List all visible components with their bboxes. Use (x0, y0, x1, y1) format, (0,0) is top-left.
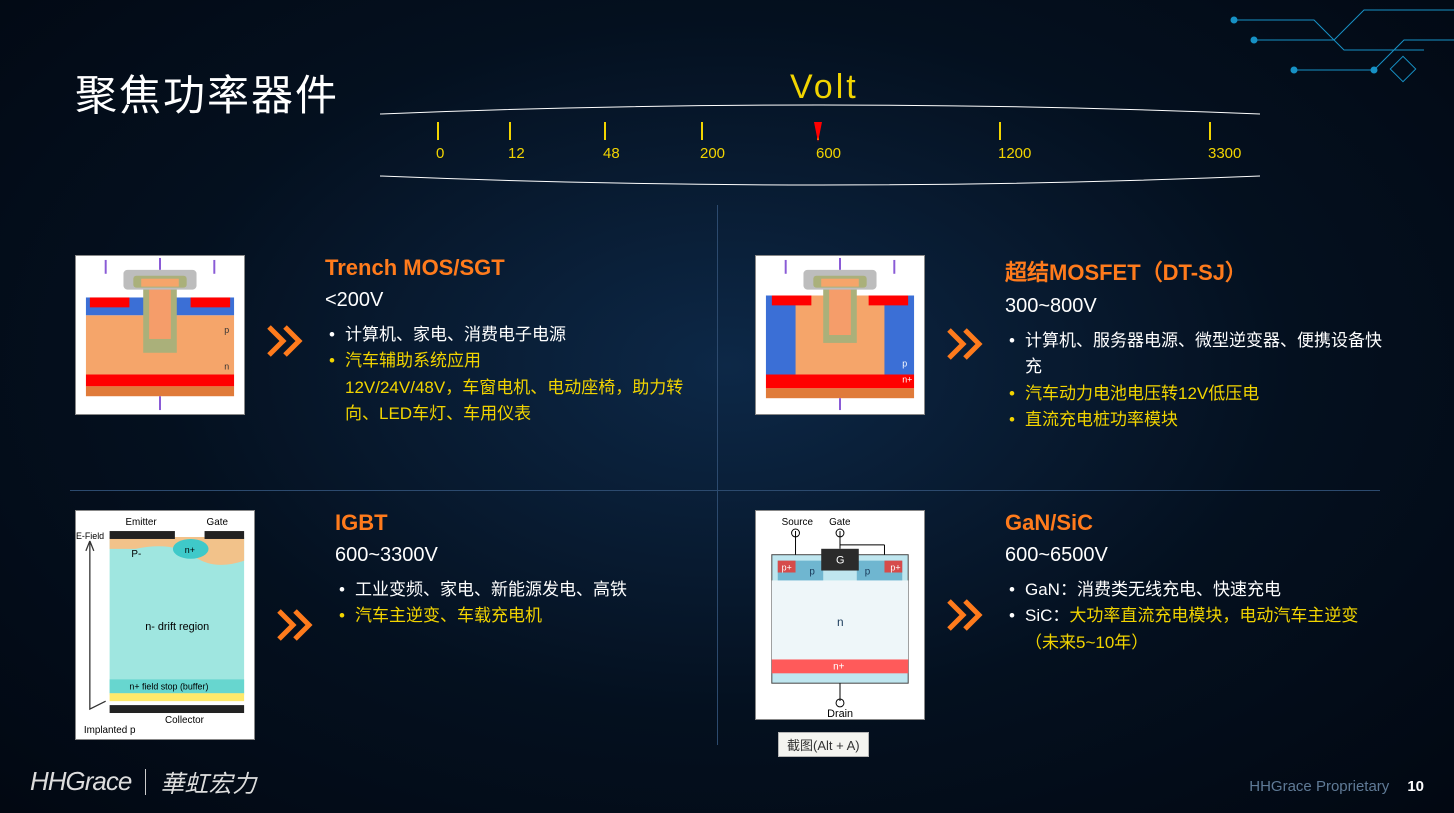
proprietary-label: HHGrace Proprietary (1249, 778, 1389, 795)
list-item: 汽车主逆变、车载充电机 (335, 603, 700, 629)
brand-english: HHGrace (30, 766, 131, 797)
svg-text:n+ field stop (buffer): n+ field stop (buffer) (129, 681, 208, 691)
svg-text:1200: 1200 (998, 145, 1031, 162)
heading: Trench MOS/SGT (325, 255, 700, 281)
svg-text:p+: p+ (890, 563, 900, 573)
quadrant-igbt: Emitter Gate E-Field P- n+ n- drift regi… (75, 510, 700, 740)
list-item: SiC：大功率直流充电模块，电动汽车主逆变（未来5~10年） (1005, 603, 1385, 656)
footer-meta: HHGrace Proprietary 10 (1249, 778, 1424, 795)
voltage-range: <200V (325, 289, 700, 312)
brand-divider (145, 769, 146, 795)
bullet-list: 计算机、服务器电源、微型逆变器、便携设备快充汽车动力电池电压转12V低压电直流充… (1005, 328, 1385, 433)
list-item: 汽车动力电池电压转12V低压电 (1005, 381, 1385, 407)
chevron-icon (943, 593, 987, 637)
text-superjunction: 超结MOSFET（DT-SJ） 300~800V 计算机、服务器电源、微型逆变器… (1005, 255, 1385, 433)
svg-text:0: 0 (436, 145, 444, 162)
svg-text:E-Field: E-Field (76, 531, 104, 541)
voltage-range: 300~800V (1005, 295, 1385, 318)
heading: GaN/SiC (1005, 510, 1385, 536)
svg-text:Gate: Gate (207, 517, 229, 528)
screenshot-tooltip: 截图(Alt + A) (778, 732, 869, 757)
chevron-icon (943, 322, 987, 366)
svg-text:n+: n+ (902, 374, 912, 384)
bullet-list: 工业变频、家电、新能源发电、高铁汽车主逆变、车载充电机 (335, 577, 700, 630)
svg-text:Gate: Gate (829, 517, 851, 528)
svg-text:Emitter: Emitter (125, 517, 157, 528)
diagram-trench-mos: p n (75, 255, 245, 415)
bullet-list: 计算机、家电、消费电子电源汽车辅助系统应用 12V/24V/48V，车窗电机、电… (325, 322, 700, 427)
list-item: 汽车辅助系统应用 12V/24V/48V，车窗电机、电动座椅，助力转向、LED车… (325, 348, 700, 427)
svg-text:n+: n+ (185, 545, 195, 555)
quadrant-gan-sic: G Source Gate p+ p+ p p n n+ Drain GaN/S… (755, 510, 1385, 720)
text-trench-mos: Trench MOS/SGT <200V 计算机、家电、消费电子电源汽车辅助系统… (325, 255, 700, 427)
svg-text:12: 12 (508, 145, 525, 162)
svg-text:200: 200 (700, 145, 725, 162)
heading: 超结MOSFET（DT-SJ） (1005, 255, 1385, 287)
chevron-icon (263, 319, 307, 363)
diagram-gan-sic: G Source Gate p+ p+ p p n n+ Drain (755, 510, 925, 720)
divider-vertical (717, 205, 718, 745)
heading: IGBT (335, 510, 700, 536)
diagram-igbt: Emitter Gate E-Field P- n+ n- drift regi… (75, 510, 255, 740)
brand-chinese: 華虹宏力 (160, 764, 256, 799)
svg-text:600: 600 (816, 145, 841, 162)
text-gan-sic: GaN/SiC 600~6500V GaN：消费类无线充电、快速充电SiC：大功… (1005, 510, 1385, 720)
diagram-superjunction: p n+ (755, 255, 925, 415)
text-igbt: IGBT 600~3300V 工业变频、家电、新能源发电、高铁汽车主逆变、车载充… (335, 510, 700, 740)
svg-text:p: p (865, 566, 871, 577)
svg-text:Source: Source (782, 517, 814, 528)
list-item: 工业变频、家电、新能源发电、高铁 (335, 577, 700, 603)
list-item: 直流充电桩功率模块 (1005, 407, 1385, 433)
svg-text:3300: 3300 (1208, 145, 1241, 162)
svg-text:Implanted p: Implanted p (84, 725, 136, 736)
svg-text:P-: P- (131, 549, 141, 560)
list-item: 计算机、家电、消费电子电源 (325, 322, 700, 348)
voltage-range: 600~3300V (335, 544, 700, 567)
chevron-icon (273, 603, 317, 647)
footer-brand: HHGrace 華虹宏力 (30, 764, 256, 799)
quadrant-superjunction: p n+ 超结MOSFET（DT-SJ） 300~800V 计算机、服务器电源、… (755, 255, 1385, 433)
svg-text:n- drift region: n- drift region (145, 621, 209, 633)
quadrant-trench-mos: p n Trench MOS/SGT <200V 计算机、家电、消费电子电源汽车… (75, 255, 700, 427)
svg-text:Collector: Collector (165, 715, 205, 726)
svg-text:p: p (809, 566, 815, 577)
list-item: 计算机、服务器电源、微型逆变器、便携设备快充 (1005, 328, 1385, 381)
svg-text:p+: p+ (782, 563, 792, 573)
slide-title: 聚焦功率器件 (75, 62, 339, 123)
voltage-range: 600~6500V (1005, 544, 1385, 567)
bullet-list: GaN：消费类无线充电、快速充电SiC：大功率直流充电模块，电动汽车主逆变（未来… (1005, 577, 1385, 656)
svg-text:n: n (224, 362, 229, 372)
page-number: 10 (1407, 778, 1424, 795)
divider-horizontal (70, 490, 1380, 491)
volt-scale: 0 12 48 200 600 1200 3300 (380, 100, 1260, 190)
svg-text:n: n (837, 615, 844, 629)
svg-text:48: 48 (603, 145, 620, 162)
svg-text:p: p (224, 325, 229, 335)
svg-text:G: G (836, 555, 844, 567)
svg-text:p: p (902, 359, 907, 369)
svg-text:n+: n+ (833, 661, 844, 672)
list-item: GaN：消费类无线充电、快速充电 (1005, 577, 1385, 603)
svg-text:Drain: Drain (827, 708, 853, 720)
